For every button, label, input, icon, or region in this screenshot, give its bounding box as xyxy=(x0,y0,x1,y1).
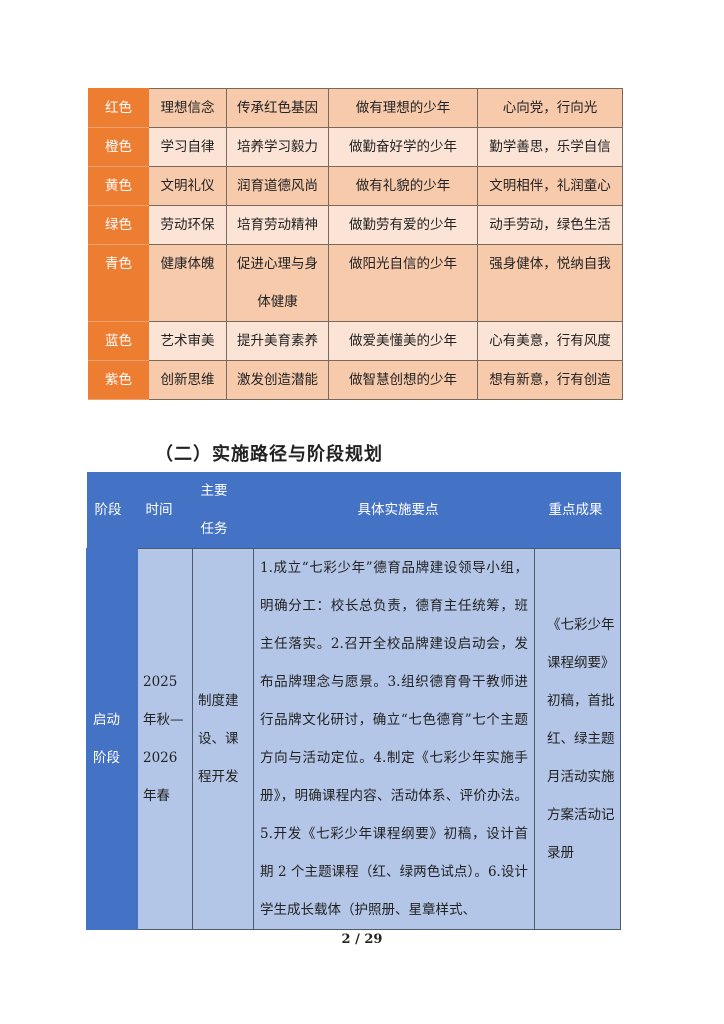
motto-cell: 心向党，行向光 xyxy=(477,88,623,128)
time-cell: 2025年秋—2026年春 xyxy=(137,548,193,930)
goal-cell: 促进心理与身体健康 xyxy=(226,244,329,322)
motto-cell: 心有美意，行有风度 xyxy=(477,321,623,361)
task-cell: 制度建设、课程开发 xyxy=(192,548,254,930)
color-cell: 黄色 xyxy=(88,166,149,206)
color-cell: 绿色 xyxy=(88,205,149,245)
header-time: 时间 xyxy=(137,472,193,549)
image-cell: 做有礼貌的少年 xyxy=(328,166,478,206)
table-row: 黄色 文明礼仪 润育道德风尚 做有礼貌的少年 文明相伴，礼润童心 xyxy=(88,166,623,206)
header-stage: 阶段 xyxy=(86,472,138,549)
motto-cell: 动手劳动，绿色生活 xyxy=(477,205,623,245)
header-results: 重点成果 xyxy=(534,472,621,549)
table-row: 青色 健康体魄 促进心理与身体健康 做阳光自信的少年 强身健体，悦纳自我 xyxy=(88,244,623,322)
goal-cell: 培养学习毅力 xyxy=(226,127,329,167)
table-row: 红色 理想信念 传承红色基因 做有理想的少年 心向党，行向光 xyxy=(88,88,623,128)
stage-cell: 启动阶段 xyxy=(86,548,138,930)
goal-cell: 润育道德风尚 xyxy=(226,166,329,206)
table-row: 橙色 学习自律 培养学习毅力 做勤奋好学的少年 勤学善思，乐学自信 xyxy=(88,127,623,167)
theme-cell: 艺术审美 xyxy=(148,321,227,361)
plan-table-header: 阶段 时间 主要任务 具体实施要点 重点成果 xyxy=(86,472,621,549)
goal-cell: 激发创造潜能 xyxy=(226,360,329,400)
image-cell: 做智慧创想的少年 xyxy=(328,360,478,400)
details-cell: 1.成立“七彩少年”德育品牌建设领导小组，明确分工：校长总负责，德育主任统筹，班… xyxy=(253,548,535,930)
page-number: 2 / 29 xyxy=(341,932,383,947)
image-cell: 做爱美懂美的少年 xyxy=(328,321,478,361)
image-cell: 做勤奋好学的少年 xyxy=(328,127,478,167)
theme-cell: 创新思维 xyxy=(148,360,227,400)
color-cell: 红色 xyxy=(88,88,149,128)
motto-cell: 勤学善思，乐学自信 xyxy=(477,127,623,167)
table-row: 紫色 创新思维 激发创造潜能 做智慧创想的少年 想有新意，行有创造 xyxy=(88,360,623,400)
table-row: 启动阶段 2025年秋—2026年春 制度建设、课程开发 1.成立“七彩少年”德… xyxy=(86,548,621,930)
plan-table: 阶段 时间 主要任务 具体实施要点 重点成果 启动阶段 2025年秋—2026年… xyxy=(86,472,621,930)
goal-cell: 提升美育素养 xyxy=(226,321,329,361)
theme-cell: 理想信念 xyxy=(148,88,227,128)
theme-cell: 学习自律 xyxy=(148,127,227,167)
theme-cell: 文明礼仪 xyxy=(148,166,227,206)
image-cell: 做阳光自信的少年 xyxy=(328,244,478,322)
table-row: 蓝色 艺术审美 提升美育素养 做爱美懂美的少年 心有美意，行有风度 xyxy=(88,321,623,361)
motto-cell: 想有新意，行有创造 xyxy=(477,360,623,400)
theme-cell: 劳动环保 xyxy=(148,205,227,245)
results-cell: 《七彩少年课程纲要》初稿，首批红、绿主题月活动实施方案活动记录册 xyxy=(534,548,621,930)
color-cell: 青色 xyxy=(88,244,149,322)
color-theme-table: 红色 理想信念 传承红色基因 做有理想的少年 心向党，行向光 橙色 学习自律 培养学习毅力 做勤… xyxy=(88,88,623,400)
goal-cell: 培育劳动精神 xyxy=(226,205,329,245)
header-task: 主要任务 xyxy=(192,472,254,549)
goal-cell: 传承红色基因 xyxy=(226,88,329,128)
header-details: 具体实施要点 xyxy=(253,472,535,549)
image-cell: 做有理想的少年 xyxy=(328,88,478,128)
image-cell: 做勤劳有爱的少年 xyxy=(328,205,478,245)
color-cell: 蓝色 xyxy=(88,321,149,361)
motto-cell: 强身健体，悦纳自我 xyxy=(477,244,623,322)
table-row: 绿色 劳动环保 培育劳动精神 做勤劳有爱的少年 动手劳动，绿色生活 xyxy=(88,205,623,245)
color-cell: 橙色 xyxy=(88,127,149,167)
color-cell: 紫色 xyxy=(88,360,149,400)
motto-cell: 文明相伴，礼润童心 xyxy=(477,166,623,206)
theme-cell: 健康体魄 xyxy=(148,244,227,322)
section-heading: （二）实施路径与阶段规划 xyxy=(155,444,383,465)
